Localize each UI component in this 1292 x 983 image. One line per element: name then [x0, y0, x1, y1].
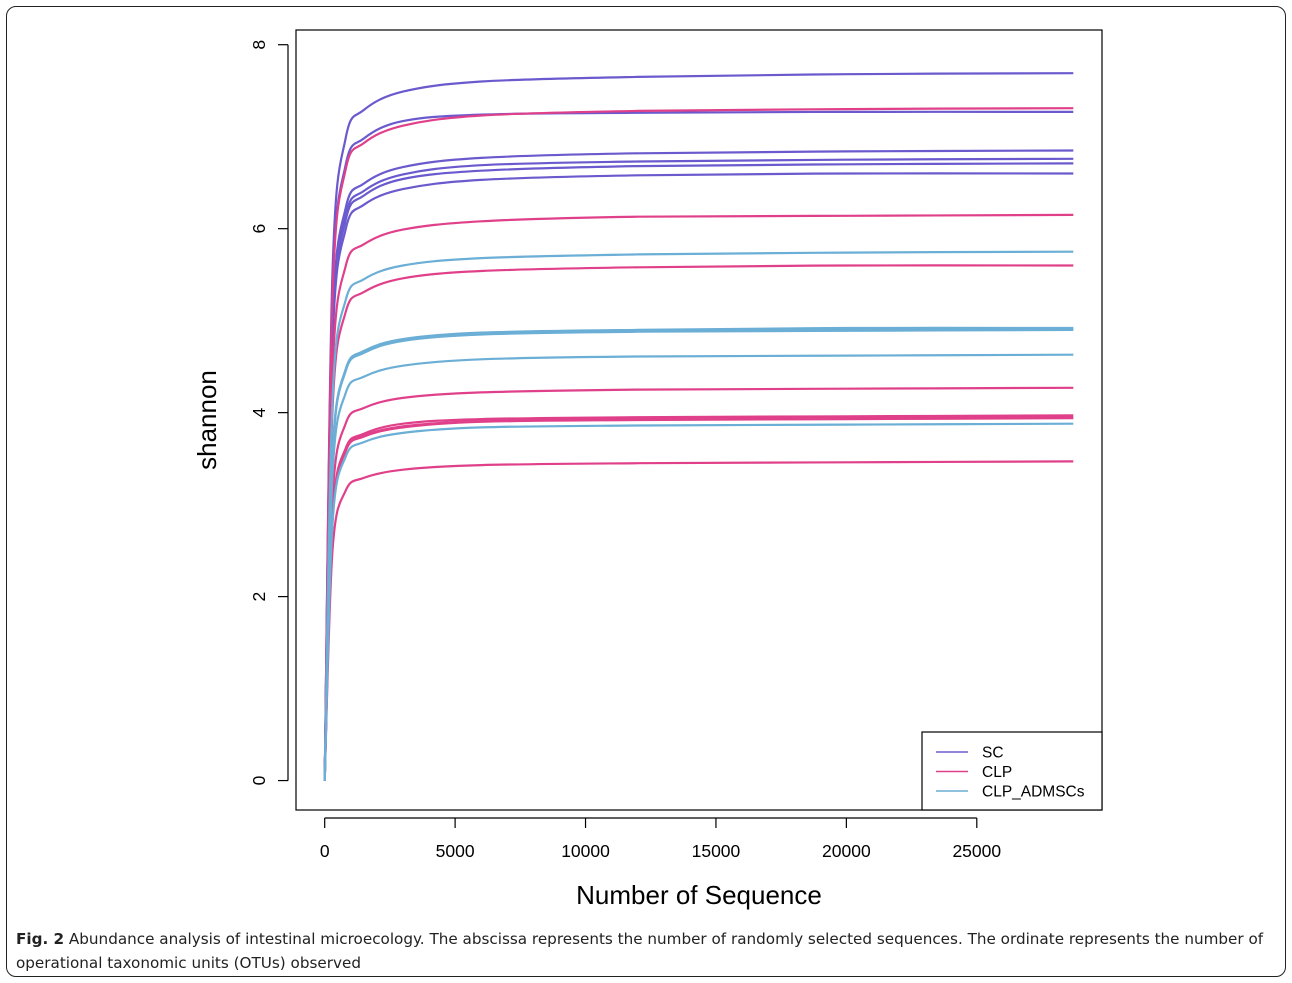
series-line-clp-9 — [323, 386, 1074, 781]
series-line-clp-11 — [323, 416, 1074, 781]
y-tick-label: 6 — [249, 224, 269, 234]
x-tick-label: 20000 — [822, 841, 871, 861]
legend-label-sc: SC — [982, 745, 1004, 762]
series-line-clp-admscs-16 — [323, 327, 1074, 781]
legend: SC CLP CLP_ADMSCs — [921, 731, 1103, 811]
series-line-clp-7 — [323, 213, 1074, 781]
figure-frame — [6, 6, 1286, 977]
x-tick-label: 25000 — [952, 841, 1001, 861]
series-line-clp-admscs-17 — [323, 328, 1074, 781]
y-tick-label: 4 — [249, 408, 269, 418]
x-tick-label: 10000 — [561, 841, 610, 861]
series-line-clp-admscs-15 — [323, 326, 1074, 781]
x-tick-label: 0 — [320, 841, 330, 861]
y-tick-label: 2 — [249, 592, 269, 602]
legend-label-clp: CLP — [982, 764, 1012, 781]
y-tick-label: 0 — [249, 775, 269, 785]
series-line-clp-admscs-19 — [323, 422, 1074, 781]
x-tick-label: 15000 — [692, 841, 741, 861]
plot-area-border — [295, 29, 1103, 811]
x-tick-label: 5000 — [436, 841, 475, 861]
legend-label-clp-admscs: CLP_ADMSCs — [982, 784, 1085, 801]
y-tick-label: 8 — [249, 40, 269, 50]
series-line-sc-0 — [323, 72, 1074, 781]
series-line-clp-6 — [323, 107, 1074, 781]
series-line-clp-admscs-18 — [323, 353, 1074, 781]
caption-text: Abundance analysis of intestinal microec… — [16, 930, 1264, 972]
series-lines — [323, 72, 1074, 781]
series-line-clp-10 — [323, 414, 1074, 781]
series-line-sc-2 — [323, 149, 1074, 781]
series-line-clp-13 — [323, 460, 1074, 781]
rarefaction-chart: 0 5000 10000 15000 20000 25000 0 2 4 6 8 Number of… — [192, 29, 1103, 910]
series-line-clp-admscs-14 — [323, 250, 1074, 781]
series-line-sc-1 — [323, 110, 1074, 781]
y-axis-label: shannon — [192, 370, 222, 470]
series-line-sc-4 — [323, 162, 1074, 781]
figure-caption: Fig. 2 Abundance analysis of intestinal … — [16, 927, 1266, 975]
series-line-clp-12 — [323, 417, 1074, 781]
series-line-clp-8 — [323, 264, 1074, 781]
axes: 0 5000 10000 15000 20000 25000 0 2 4 6 8 — [249, 40, 1001, 861]
x-axis-label: Number of Sequence — [576, 880, 822, 910]
caption-label: Fig. 2 — [16, 930, 65, 948]
